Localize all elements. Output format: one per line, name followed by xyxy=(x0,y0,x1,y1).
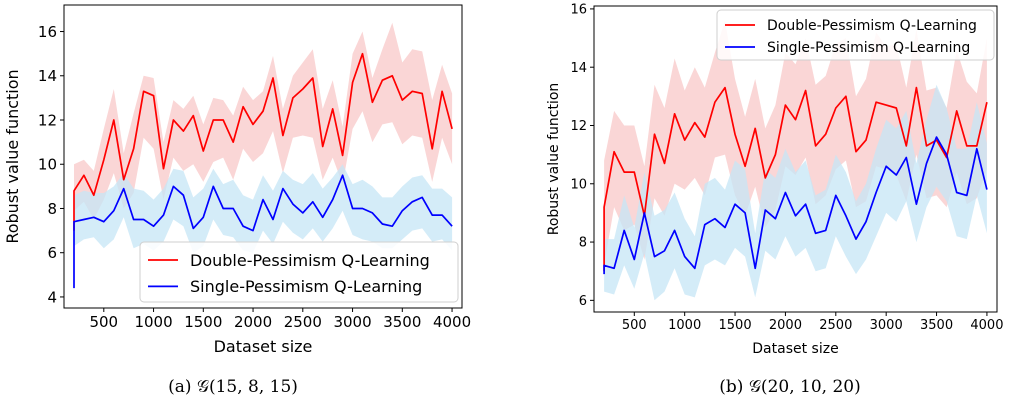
y-tick-label: 6 xyxy=(579,294,587,309)
series-band-0 xyxy=(74,22,453,220)
legend-box xyxy=(139,241,459,303)
x-tick-label: 2000 xyxy=(234,313,272,331)
x-tick-label: 3500 xyxy=(920,318,953,333)
y-tick-label: 10 xyxy=(570,177,587,192)
y-tick-label: 10 xyxy=(38,156,57,174)
plot-frame xyxy=(593,5,998,313)
x-tick-label: 2000 xyxy=(769,318,802,333)
x-tick-label: 1500 xyxy=(184,313,222,331)
x-tick-label: 500 xyxy=(622,318,647,333)
series-line-1 xyxy=(603,136,988,275)
x-tick-label: 3500 xyxy=(383,313,421,331)
y-tick-label: 12 xyxy=(38,111,57,129)
legend-label-0: Double-Pessimism Q-Learning xyxy=(767,18,977,34)
y-axis-label: Robust value function xyxy=(546,83,562,236)
y-tick-label: 12 xyxy=(570,119,587,134)
y-axis-label: Robust value function xyxy=(3,69,22,243)
y-tick-label: 14 xyxy=(38,67,57,85)
legend-label-1: Single-Pessimism Q-Learning xyxy=(190,277,422,296)
x-tick-label: 3000 xyxy=(870,318,903,333)
x-tick-label: 3000 xyxy=(333,313,371,331)
x-tick-label: 4000 xyxy=(433,313,471,331)
legend-box xyxy=(716,9,995,61)
series-line-0 xyxy=(603,86,988,272)
series-line-0 xyxy=(73,52,453,231)
x-tick-label: 2500 xyxy=(819,318,852,333)
series-band-0 xyxy=(604,20,987,266)
x-tick-label: 2500 xyxy=(284,313,322,331)
chart-panel-b: 500 1000 1500 2000 2500 3000 3500 4000 6 8 10 12 14 1… xyxy=(546,3,1003,397)
y-tick-label: 16 xyxy=(38,23,57,41)
x-tick-label: 1500 xyxy=(719,318,752,333)
y-tick-label: 6 xyxy=(47,244,57,262)
chart-panel-a: 500 1000 1500 2000 2500 3000 3500 4000 4 6 8 10 12 14… xyxy=(3,4,471,397)
legend-label-1: Single-Pessimism Q-Learning xyxy=(767,40,970,56)
plot-frame xyxy=(63,4,463,309)
series-band-1 xyxy=(74,164,453,253)
legend-label-0: Double-Pessimism Q-Learning xyxy=(190,251,430,270)
figure-caption: (a) 𝒢(15, 8, 15) xyxy=(168,377,298,397)
y-tick-label: 14 xyxy=(570,61,587,76)
x-tick-label: 500 xyxy=(89,313,118,331)
y-tick-label: 4 xyxy=(47,288,57,306)
y-tick-label: 8 xyxy=(47,200,57,218)
x-axis-label: Dataset size xyxy=(214,337,313,356)
x-tick-label: 4000 xyxy=(970,318,1003,333)
x-axis-label: Dataset size xyxy=(752,341,838,357)
series-line-1 xyxy=(73,174,453,289)
y-tick-label: 16 xyxy=(570,3,587,18)
figure-caption: (b) 𝒢(20, 10, 20) xyxy=(719,377,860,397)
y-tick-label: 8 xyxy=(579,236,587,251)
x-tick-label: 1000 xyxy=(668,318,701,333)
x-tick-label: 1000 xyxy=(134,313,172,331)
